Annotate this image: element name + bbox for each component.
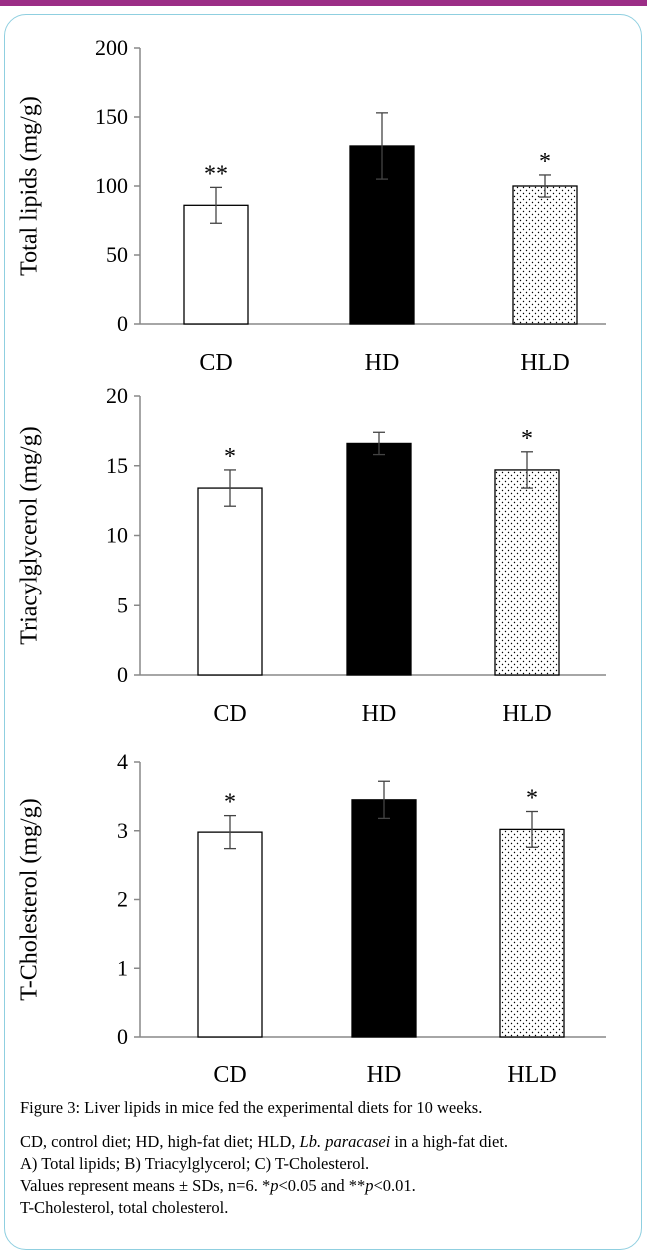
category-label: HD — [367, 1062, 402, 1088]
y-tick-label: 100 — [95, 173, 128, 198]
y-tick-label: 50 — [106, 242, 128, 267]
significance-marker: * — [224, 790, 236, 816]
y-tick-label: 200 — [95, 35, 128, 60]
bar-hld — [494, 469, 560, 676]
y-tick-label: 20 — [106, 383, 128, 408]
figure-caption: Figure 3: Liver lipids in mice fed the e… — [20, 1097, 632, 1219]
bar-hld — [499, 828, 565, 1038]
bar-hd — [346, 442, 412, 676]
caption-title: Figure 3: Liver lipids in mice fed the e… — [20, 1098, 483, 1117]
y-tick-label: 15 — [106, 453, 128, 478]
caption-stats-mid: <0.05 and ** — [278, 1176, 366, 1195]
caption-stats-end: <0.01. — [373, 1176, 416, 1195]
chart-t-cholesterol: 0 1 2 3 4 T-Cholesterol (mg/g) * CD HD * HLD — [16, 749, 606, 1088]
figure-frame — [4, 14, 642, 1250]
y-tick-label: 2 — [117, 887, 128, 912]
significance-marker: * — [526, 786, 538, 812]
caption-species-name: Lb. paracasei — [299, 1132, 391, 1151]
caption-abbrev-text: CD, control diet; HD, high-fat diet; HLD… — [20, 1132, 300, 1151]
y-tick-label: 10 — [106, 523, 128, 548]
caption-p-symbol: p — [365, 1176, 374, 1195]
significance-marker: * — [539, 149, 551, 175]
bar-cd — [197, 831, 263, 1038]
category-label: CD — [213, 1062, 246, 1088]
category-label: HLD — [520, 350, 569, 376]
caption-p-symbol: p — [270, 1176, 279, 1195]
y-tick-label: 5 — [117, 592, 128, 617]
y-tick-label: 0 — [117, 311, 128, 336]
category-label: HD — [365, 350, 400, 376]
y-tick-label: 0 — [117, 662, 128, 687]
category-label: HLD — [502, 701, 551, 727]
caption-statistics: Values represent means ± SDs, n=6. *p<0.… — [20, 1175, 632, 1197]
caption-panels: A) Total lipids; B) Triacylglycerol; C) … — [20, 1154, 370, 1173]
y-axis-label: Total lipids (mg/g) — [16, 96, 42, 276]
caption-stats-text: Values represent means ± SDs, n=6. * — [20, 1176, 271, 1195]
significance-marker: * — [521, 426, 533, 452]
bar-cd — [183, 204, 249, 325]
header-accent-bar — [0, 0, 647, 6]
category-label: HD — [362, 701, 397, 727]
y-tick-label: 4 — [117, 749, 128, 774]
y-tick-label: 150 — [95, 104, 128, 129]
bar-cd — [197, 487, 263, 676]
significance-marker: ** — [204, 161, 228, 187]
y-axis-label: T-Cholesterol (mg/g) — [16, 798, 42, 1000]
y-axis-label: Triacylglycerol (mg/g) — [16, 426, 42, 644]
y-tick-label: 0 — [117, 1024, 128, 1049]
caption-abbrev-suffix: in a high-fat diet. — [390, 1132, 509, 1151]
significance-marker: * — [224, 444, 236, 470]
caption-abbreviations: CD, control diet; HD, high-fat diet; HLD… — [20, 1131, 632, 1153]
caption-definition: T-Cholesterol, total cholesterol. — [20, 1198, 229, 1217]
category-label: CD — [199, 350, 232, 376]
category-label: HLD — [507, 1062, 556, 1088]
chart-total-lipids: 0 50 100 150 200 Total lipids (mg/g) ** CD HD * HL… — [16, 35, 606, 376]
chart-triacylglycerol: 0 5 10 15 20 Triacylglycerol (mg/g) * CD HD * HLD — [16, 383, 606, 727]
category-label: CD — [213, 701, 246, 727]
y-tick-label: 1 — [117, 955, 128, 980]
y-tick-label: 3 — [117, 818, 128, 843]
bar-hld — [512, 185, 578, 325]
bar-hd — [351, 799, 417, 1038]
